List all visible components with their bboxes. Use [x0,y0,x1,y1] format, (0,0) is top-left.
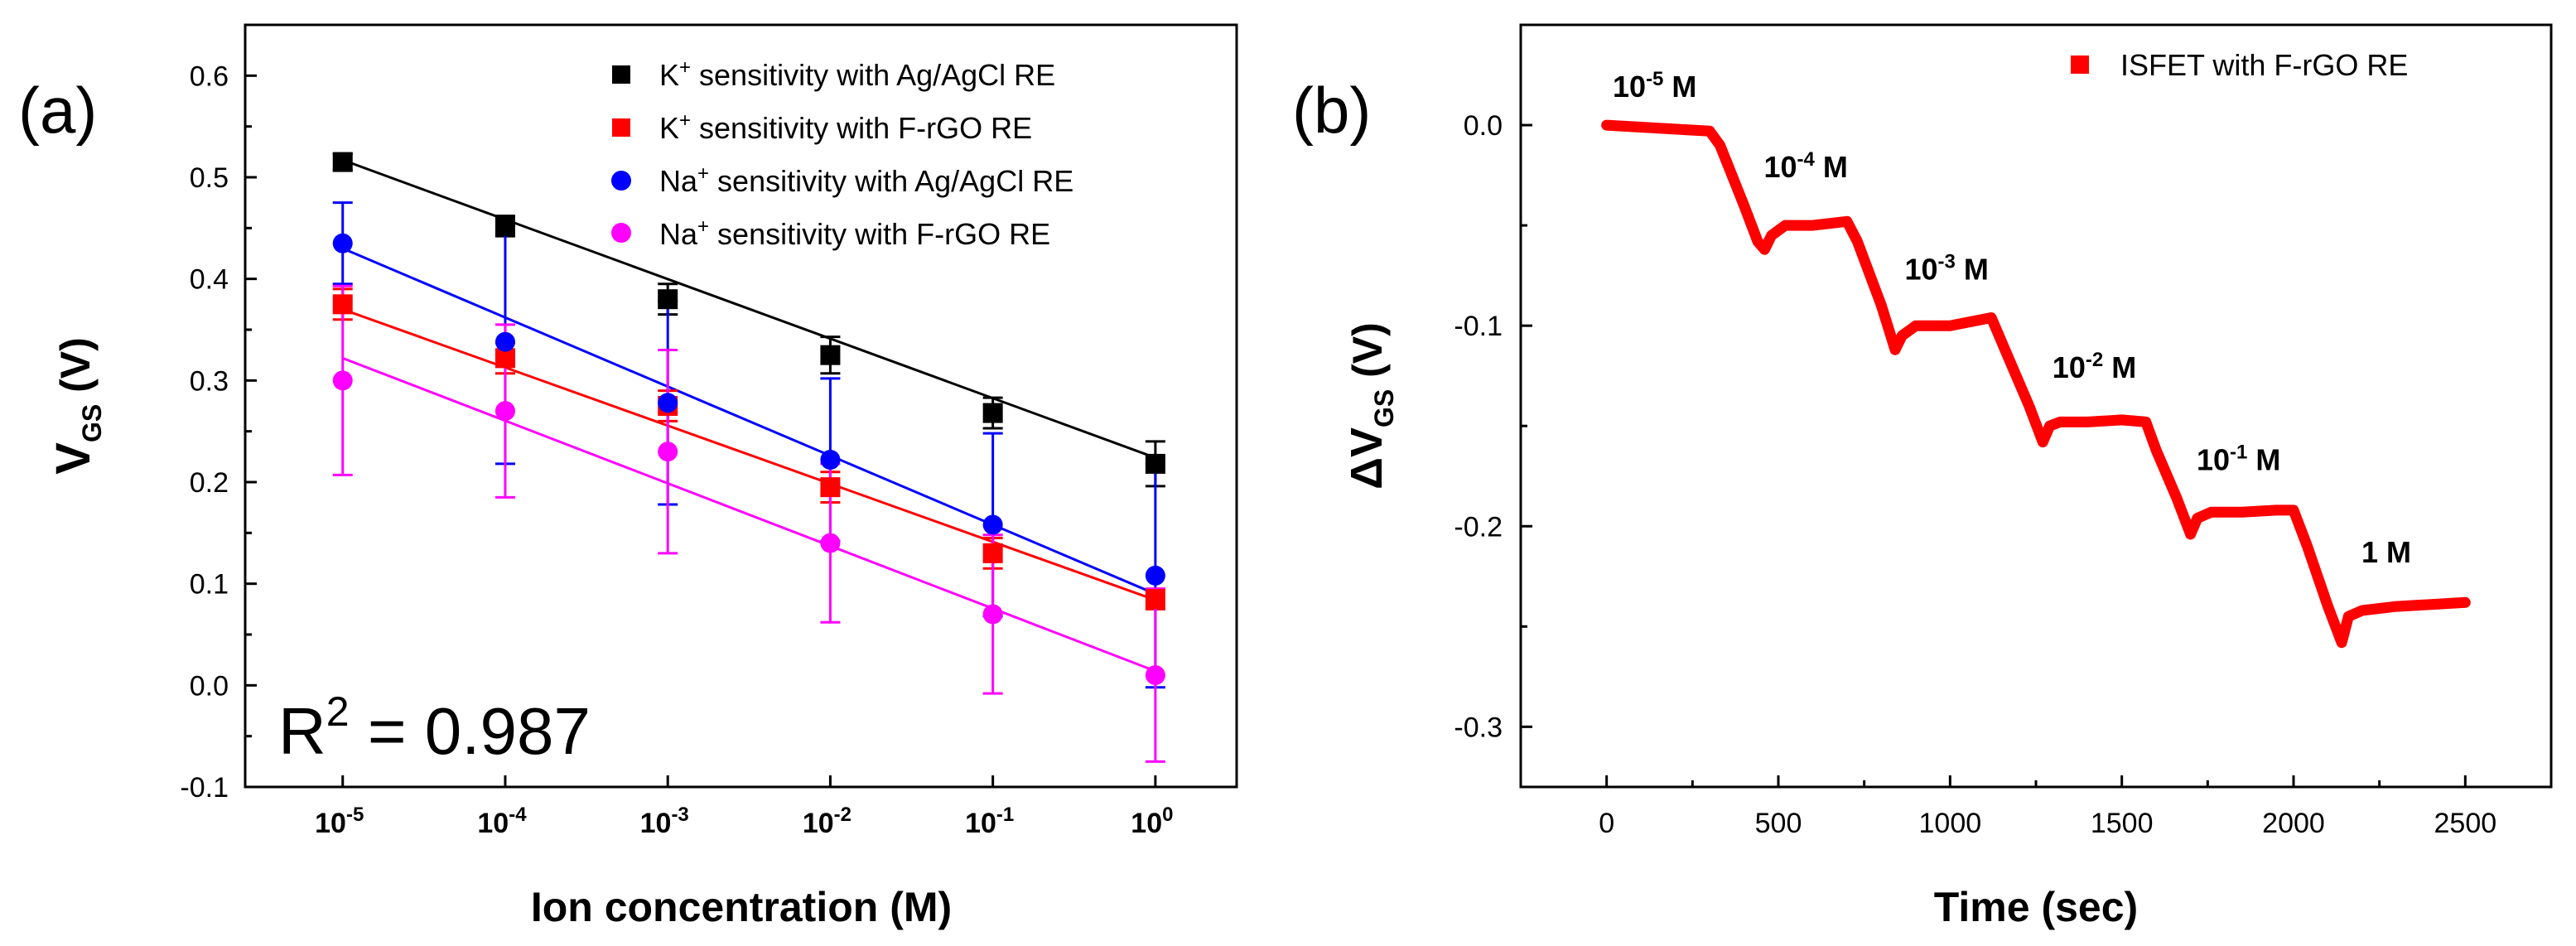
chart-a: (a) -0.10.00.10.20.30.40.50.6 10-5 10-4 10… [18,23,1238,930]
data-point-a-4 [658,442,678,462]
r-squared-annotation: R2 = 0.987 [278,688,591,768]
plot-frame-a [244,23,1238,789]
x-tick-label-b: 2500 [2434,808,2497,839]
legend-entry-a-4: Na+ sensitivity with F-rGO RE [611,215,1050,251]
data-point-a-1 [1145,453,1165,474]
data-point-a-1 [820,345,841,365]
y-axis-title-a: VGS (V) [46,337,107,474]
fit-line-a-4 [342,356,1156,673]
concentration-label: 10-4 M [1763,148,1847,184]
y-tick-label-a: 0.2 [190,467,229,499]
data-point-a-4 [332,370,353,391]
y-tick-label-a: 0.5 [190,162,229,194]
legend-label-a-2: K+ sensitivity with F-rGO RE [659,109,1032,145]
x-tick-label-a: 10-2 [803,804,851,839]
concentration-label: 10-1 M [2197,441,2280,476]
data-point-a-1 [332,152,353,172]
data-point-a-3 [494,331,515,352]
x-axis-title-b: Time (sec) [1934,884,2138,930]
concentration-label: 1 M [2361,535,2411,569]
y-tick-label-a: 0.3 [190,365,229,397]
data-point-a-1 [982,403,1003,423]
data-point-a-4 [982,604,1003,625]
data-point-a-2 [332,294,353,315]
concentration-label: 10-3 M [1904,250,1988,286]
chart-b: (b) 0.0 -0.1 -0.2 -0.3 0 500 1000 1500 2000 2500… [1292,23,2553,930]
data-point-a-4 [494,401,515,422]
fit-lines-a [342,158,1156,673]
y-tick-label-a: 0.4 [190,264,229,296]
y-tick-label-b: -0.3 [1454,712,1503,743]
legend-label-b-1: ISFET with F-rGO RE [2120,48,2408,82]
y-tick-label-a: 0.0 [190,670,229,702]
concentration-label: 10-5 M [1613,68,1696,104]
x-tick-label-b: 500 [1755,808,1802,839]
x-axis-b: 0 500 1000 1500 2000 2500 [1599,775,2496,839]
y-tick-label-b: 0.0 [1464,110,1503,142]
legend-label-a-3: Na+ sensitivity with Ag/AgCl RE [659,162,1073,198]
data-point-a-3 [1145,565,1165,586]
y-axis-title-b: ΔVGS (V) [1342,322,1399,490]
data-point-a-2 [1145,589,1165,610]
x-tick-label-a: 10-5 [315,804,364,839]
legend-marker-a-3 [611,171,631,191]
x-tick-label-b: 2000 [2262,808,2325,839]
legend-entry-a-1: K+ sensitivity with Ag/AgCl RE [612,56,1055,92]
data-point-a-3 [332,233,353,253]
x-axis-a: 10-5 10-4 10-3 10-2 10-1 100 [315,775,1173,839]
legend-b: ISFET with F-rGO RE [2071,48,2408,82]
legend-a: K+ sensitivity with Ag/AgCl RE K+ sensit… [611,56,1073,251]
x-tick-label-a: 10-1 [965,804,1014,839]
data-point-a-1 [494,215,515,236]
x-tick-label-a: 100 [1131,804,1173,839]
panel-label-a: (a) [18,74,97,147]
fit-line-a-3 [342,247,1156,596]
y-axis-a: -0.1 0.0 0.1 0.2 0.3 0.4 0.5 0.6 [180,60,257,804]
data-point-a-3 [820,450,841,471]
data-point-a-4 [1145,665,1165,686]
legend-entry-a-2: K+ sensitivity with F-rGO RE [612,109,1032,145]
panel-label-b: (b) [1292,74,1371,147]
markers-a [332,152,1165,686]
x-tick-label-b: 1500 [2091,808,2154,839]
legend-label-a-4: Na+ sensitivity with F-rGO RE [659,215,1050,251]
y-tick-label-b: -0.1 [1454,311,1503,342]
data-point-a-2 [982,543,1003,563]
x-tick-label-b: 1000 [1919,808,1982,839]
legend-marker-a-4 [611,223,631,243]
data-series-b [1601,119,2471,649]
x-tick-label-a: 10-3 [640,804,689,839]
y-axis-b: 0.0 -0.1 -0.2 -0.3 [1454,110,1532,743]
y-tick-label-b: -0.2 [1454,511,1503,543]
concentration-label: 10-2 M [2053,349,2136,384]
data-point-a-3 [982,514,1003,535]
x-tick-label-a: 10-4 [477,804,527,839]
legend-label-a-1: K+ sensitivity with Ag/AgCl RE [659,56,1055,92]
concentration-annotations: 10-5 M 10-4 M 10-3 M 10-2 M 10-1 M 1 M [1613,68,2411,569]
x-tick-label-b: 0 [1599,808,1614,839]
data-point-a-3 [658,393,678,413]
legend-marker-a-2 [612,118,630,137]
legend-marker-a-1 [612,65,630,84]
fit-line-a-2 [342,308,1156,601]
y-tick-label-a: -0.1 [180,772,229,804]
data-point-a-2 [820,477,841,498]
data-point-a-4 [820,533,841,553]
data-line-b-1 [1601,119,2471,649]
legend-marker-b-1 [2071,56,2089,74]
data-point-a-1 [658,289,678,310]
legend-entry-a-3: Na+ sensitivity with Ag/AgCl RE [611,162,1073,198]
x-axis-title-a: Ion concentration (M) [531,884,952,930]
fit-line-a-1 [342,158,1156,459]
y-tick-label-a: 0.6 [190,60,229,92]
y-tick-label-a: 0.1 [190,569,229,601]
